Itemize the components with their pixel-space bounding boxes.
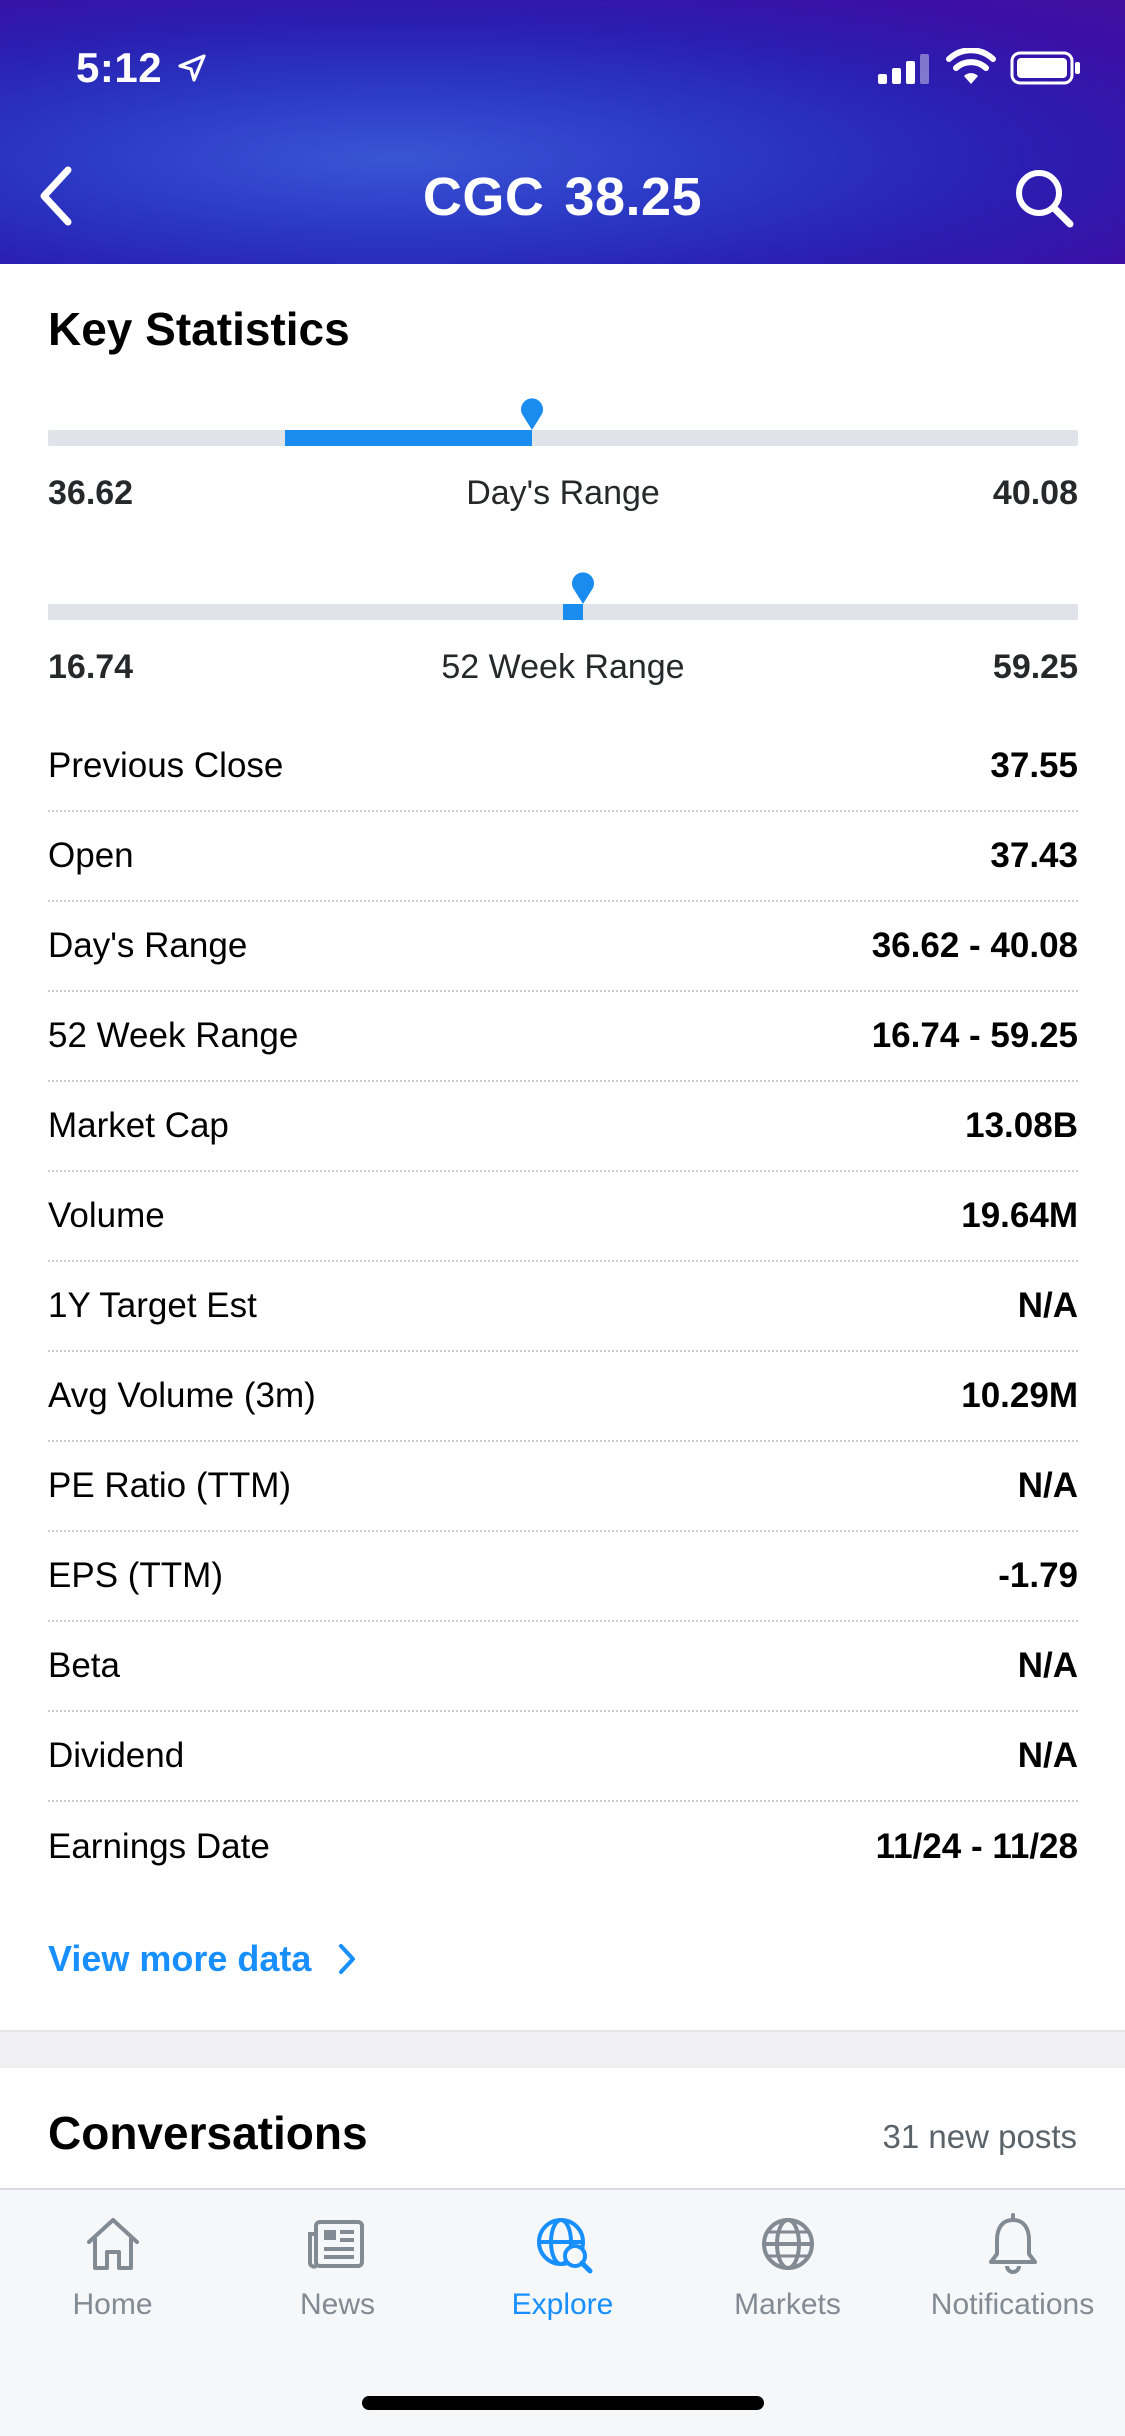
new-posts-count[interactable]: 31 new posts — [882, 2118, 1077, 2155]
view-more-data-link[interactable]: View more data — [48, 1938, 359, 1980]
app-header: 5:12 CGC 38.25 — [0, 0, 1125, 264]
search-icon — [1016, 170, 1074, 228]
stat-value: 36.62 - 40.08 — [871, 926, 1078, 965]
wifi-icon — [946, 48, 996, 84]
stat-label: Volume — [48, 1196, 165, 1235]
stat-value: N/A — [1017, 1286, 1078, 1325]
stat-label: Previous Close — [48, 746, 284, 785]
stat-row: Beta N/A — [48, 1622, 1078, 1712]
stat-row: EPS (TTM) -1.79 — [48, 1532, 1078, 1622]
section-divider — [0, 2030, 1125, 2068]
stat-row: Previous Close 37.55 — [48, 722, 1078, 812]
stat-label: Earnings Date — [48, 1827, 270, 1866]
range-track — [48, 430, 1078, 446]
location-arrow-icon — [178, 54, 206, 82]
stat-value: N/A — [1017, 1736, 1078, 1775]
tab-notifications[interactable]: Notifications — [900, 2212, 1125, 2322]
stat-row: 1Y Target Est N/A — [48, 1262, 1078, 1352]
day-range-slider: 36.62 Day's Range 40.08 — [48, 396, 1078, 516]
week52-range-low: 16.74 — [48, 648, 134, 686]
status-time: 5:12 — [76, 44, 163, 91]
key-statistics-title: Key Statistics — [48, 303, 350, 355]
week52-range-label: 52 Week Range — [441, 648, 685, 686]
stat-label: Day's Range — [48, 926, 248, 965]
range-track — [48, 604, 1078, 620]
range-fill — [284, 430, 533, 446]
view-more-label: View more data — [48, 1938, 312, 1979]
stat-value: N/A — [1017, 1466, 1078, 1505]
cellular-signal-icon — [878, 54, 929, 84]
stat-label: 1Y Target Est — [48, 1286, 257, 1325]
stat-row: Avg Volume (3m) 10.29M — [48, 1352, 1078, 1442]
tab-label: Home — [72, 2288, 153, 2321]
day-range-label: Day's Range — [466, 474, 660, 512]
stat-row: Day's Range 36.62 - 40.08 — [48, 902, 1078, 992]
stat-row: Market Cap 13.08B — [48, 1082, 1078, 1172]
stat-value: 16.74 - 59.25 — [871, 1016, 1078, 1055]
home-icon — [86, 2218, 139, 2270]
day-range-high: 40.08 — [992, 474, 1078, 512]
stat-label: PE Ratio (TTM) — [48, 1466, 292, 1505]
stat-row: Open 37.43 — [48, 812, 1078, 902]
stat-value: 10.29M — [961, 1376, 1078, 1415]
chevron-right-icon — [339, 1944, 356, 1974]
tab-label: Notifications — [930, 2288, 1095, 2321]
search-button[interactable] — [1006, 160, 1082, 236]
globe-icon — [761, 2218, 814, 2270]
explore-icon — [536, 2218, 592, 2274]
stat-value: N/A — [1017, 1646, 1078, 1685]
week52-range-high: 59.25 — [992, 648, 1078, 686]
stat-value: 19.64M — [961, 1196, 1078, 1235]
stat-value: 13.08B — [965, 1106, 1078, 1145]
ticker-price: 38.25 — [564, 167, 703, 227]
stat-row: Volume 19.64M — [48, 1172, 1078, 1262]
conversations-title[interactable]: Conversations — [48, 2107, 368, 2159]
tab-label: Markets — [734, 2288, 841, 2321]
tab-markets[interactable]: Markets — [675, 2212, 900, 2322]
stat-value: 37.43 — [990, 836, 1078, 875]
bell-icon — [988, 2213, 1037, 2274]
stat-value: -1.79 — [998, 1556, 1078, 1595]
statistics-table: Previous Close 37.55 Open 37.43 Day's Range 3… — [48, 722, 1078, 1892]
chevron-left-icon — [40, 166, 72, 226]
news-icon — [307, 2220, 364, 2269]
battery-icon — [1010, 51, 1080, 85]
tab-news[interactable]: News — [225, 2212, 450, 2322]
stat-label: EPS (TTM) — [48, 1556, 223, 1595]
stat-label: Dividend — [48, 1736, 185, 1775]
stat-label: Market Cap — [48, 1106, 229, 1145]
page-title: CGC 38.25 — [0, 166, 1125, 228]
stat-row: Earnings Date 11/24 - 11/28 — [48, 1802, 1078, 1892]
stat-value: 11/24 - 11/28 — [875, 1827, 1078, 1866]
tab-explore[interactable]: Explore — [450, 2212, 675, 2322]
back-button[interactable] — [20, 160, 92, 232]
stat-label: Avg Volume (3m) — [48, 1376, 316, 1415]
stat-row: Dividend N/A — [48, 1712, 1078, 1802]
week52-range-slider: 16.74 52 Week Range 59.25 — [48, 570, 1078, 690]
range-fill — [563, 604, 584, 620]
stat-row: PE Ratio (TTM) N/A — [48, 1442, 1078, 1532]
ticker-symbol: CGC — [422, 167, 545, 227]
price-marker-icon — [521, 398, 544, 430]
tab-bar: Home News Explore Mar — [0, 2188, 1125, 2436]
tab-home[interactable]: Home — [0, 2212, 225, 2322]
tab-label: News — [299, 2288, 375, 2321]
day-range-low: 36.62 — [48, 474, 134, 512]
stat-label: Open — [48, 836, 134, 875]
price-marker-icon — [572, 572, 595, 604]
stat-row: 52 Week Range 16.74 - 59.25 — [48, 992, 1078, 1082]
stat-label: 52 Week Range — [48, 1016, 299, 1055]
home-indicator[interactable] — [362, 2396, 764, 2410]
stat-value: 37.55 — [990, 746, 1078, 785]
stat-label: Beta — [48, 1646, 120, 1685]
tab-label: Explore — [511, 2288, 614, 2321]
